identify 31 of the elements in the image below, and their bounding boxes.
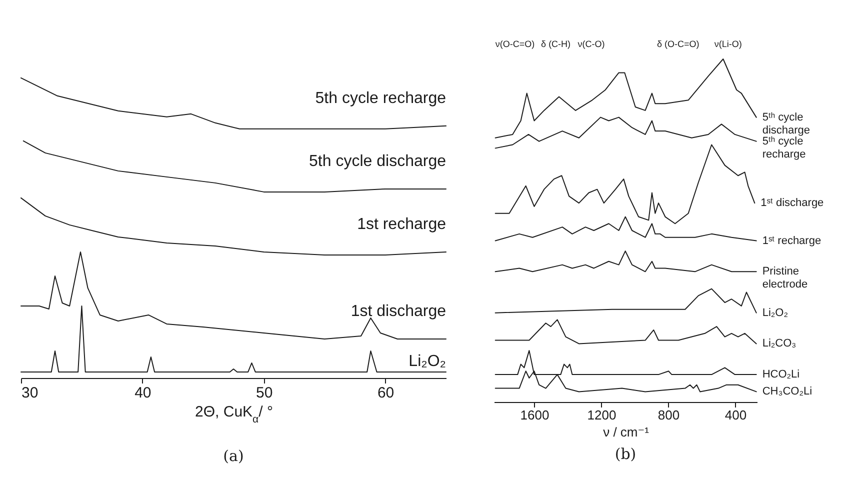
text: ν(Li-O) [714,39,742,49]
series-label: Li₂O₂ [762,306,788,319]
x-tick-label: 60 [377,384,394,402]
text: ν(O-C=O) [495,39,535,49]
series-label: Pristine electrode [762,266,808,291]
series-label: 5ᵗʰ cycle discharge [762,111,810,136]
series-label: 1st discharge [350,302,446,320]
x-tick-label: 1600 [520,408,550,422]
text: δ (O-C=O) [656,39,700,49]
x-tick-label: 50 [256,384,273,402]
series-label: 5th cycle discharge [309,152,446,170]
series-label: 1ˢᵗ recharge [762,234,822,247]
series-label: 1st recharge [357,216,446,233]
x-tick-label: 1200 [587,408,616,422]
series-label: CH₃CO₂Li [762,386,812,398]
x-axis-title: 2Θ, CuK$_{α}$/ ° [195,404,273,426]
text: (a) [223,447,244,465]
series-label: Li₂CO₃ [762,338,796,350]
series-label: HCO₂Li [762,368,800,381]
series-label: Li₂O₂ [408,353,446,370]
x-tick-label: 400 [724,408,747,422]
text: δ (C-H) [541,39,571,49]
x-tick-label: 800 [658,408,680,422]
x-tick-label: 40 [134,384,152,402]
text: (b) [614,445,636,463]
text: ν(C-O) [578,39,605,49]
x-tick-label: 30 [22,384,38,402]
series-label: 5ᵗʰ cycle recharge [762,135,806,160]
series-label: 5th cycle recharge [315,90,446,107]
x-axis-title: ν / cm⁻¹ [603,424,650,440]
series-label: 1ˢᵗ discharge [760,197,824,210]
